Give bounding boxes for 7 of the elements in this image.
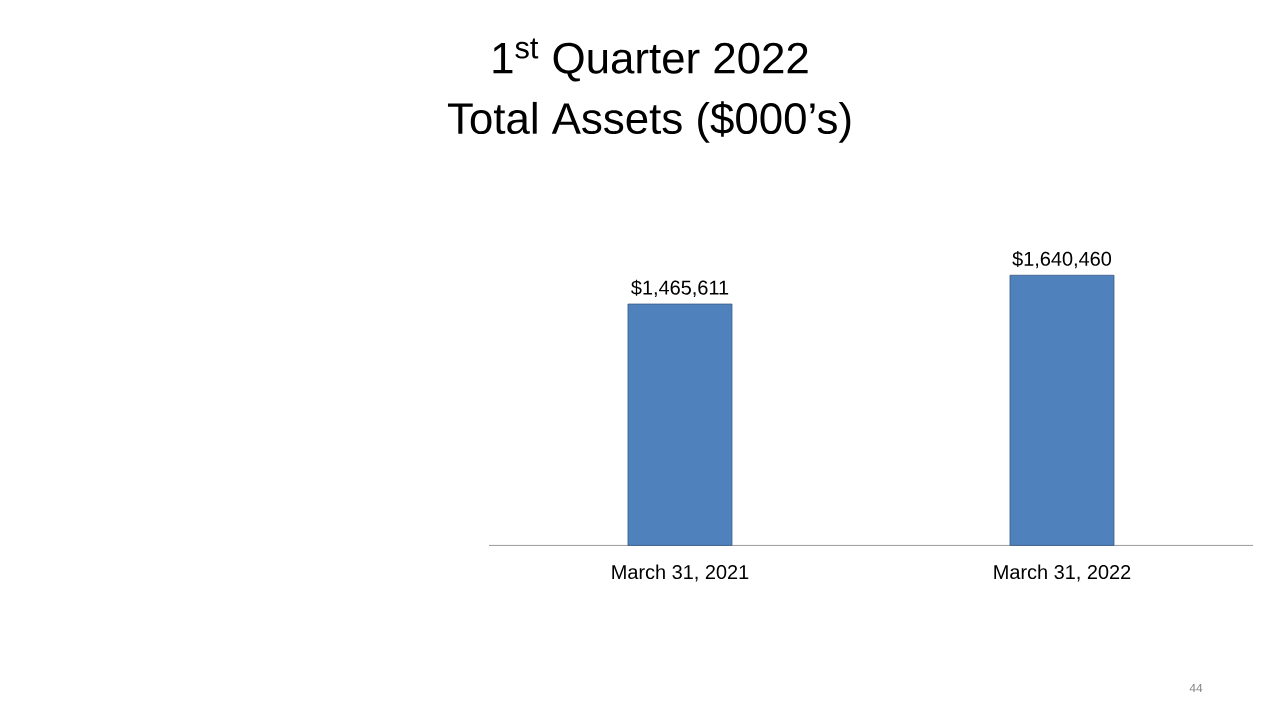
data-label: $1,465,611	[631, 279, 729, 298]
data-label: $1,640,460	[1012, 250, 1112, 269]
x-tick-label: March 31, 2022	[994, 564, 1131, 582]
x-tick-label: March 31, 2021	[612, 564, 749, 582]
text: 44	[1189, 683, 1203, 693]
chart-title: 1$^{st}$ Quarter 2022	[493, 38, 808, 82]
chart-subtitle: Total Assets ($000’s)	[447, 101, 851, 143]
